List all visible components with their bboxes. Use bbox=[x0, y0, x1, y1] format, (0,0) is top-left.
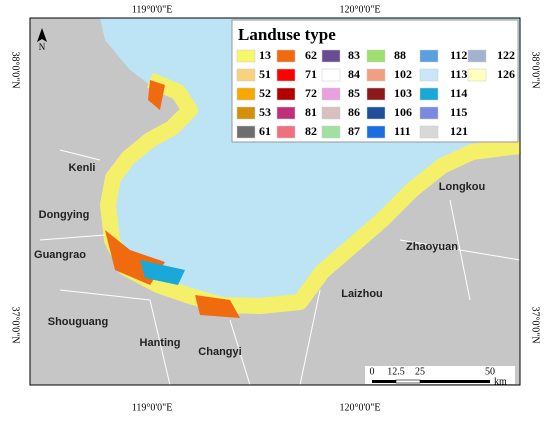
longitude-label: 119°0'0"E bbox=[132, 402, 173, 413]
place-label: Longkou bbox=[439, 181, 485, 193]
legend-label: 87 bbox=[348, 124, 360, 138]
longitude-label: 119°0'0"E bbox=[132, 4, 173, 15]
landuse-patch bbox=[140, 260, 185, 285]
legend-label: 81 bbox=[305, 105, 317, 119]
legend-label: 106 bbox=[394, 105, 412, 119]
legend-swatch bbox=[366, 87, 386, 101]
scale-label: 25 bbox=[415, 366, 425, 377]
place-label: Guangrao bbox=[34, 249, 86, 261]
legend-swatch bbox=[419, 106, 439, 120]
legend-swatch bbox=[236, 106, 256, 120]
legend-label: 126 bbox=[497, 67, 515, 81]
legend-swatch bbox=[419, 49, 439, 63]
legend-label: 103 bbox=[394, 86, 412, 100]
longitude-label: 120°0'0"E bbox=[340, 402, 381, 413]
legend-swatch bbox=[419, 87, 439, 101]
legend-label: 51 bbox=[259, 67, 271, 81]
scale-bar bbox=[420, 380, 490, 383]
scale-bar bbox=[372, 380, 396, 383]
legend-label: 83 bbox=[348, 48, 360, 62]
legend-label: 53 bbox=[259, 105, 271, 119]
legend-swatch bbox=[321, 125, 341, 139]
landuse-patch bbox=[105, 80, 240, 318]
place-label: Laizhou bbox=[341, 288, 383, 300]
legend-swatch bbox=[321, 68, 341, 82]
scale-unit: km bbox=[494, 376, 507, 387]
scale-bar bbox=[395, 379, 421, 384]
legend-swatch bbox=[366, 49, 386, 63]
legend-swatch bbox=[236, 49, 256, 63]
north-label: N bbox=[39, 42, 46, 52]
legend-swatch bbox=[419, 125, 439, 139]
legend-title: Landuse type bbox=[238, 25, 336, 44]
coastal-strip bbox=[100, 72, 521, 314]
scale-label: 12.5 bbox=[387, 366, 405, 377]
place-label: Zhaoyuan bbox=[406, 241, 458, 253]
frame bbox=[29, 17, 521, 386]
legend-swatch bbox=[276, 125, 296, 139]
legend-swatch bbox=[467, 49, 487, 63]
legend-label: 82 bbox=[305, 124, 317, 138]
north-arrow bbox=[37, 28, 47, 42]
legend-swatch bbox=[276, 106, 296, 120]
latitude-label: 38°0'0"N bbox=[10, 51, 21, 88]
latitude-label: 38°0'0"N bbox=[530, 51, 541, 88]
legend-label: 111 bbox=[394, 124, 411, 138]
legend-label: 52 bbox=[259, 86, 271, 100]
longitude-label: 120°0'0"E bbox=[340, 4, 381, 15]
legend-label: 112 bbox=[450, 48, 467, 62]
legend-label: 121 bbox=[450, 124, 468, 138]
legend-swatch bbox=[321, 106, 341, 120]
legend-swatch bbox=[236, 68, 256, 82]
legend-items: 13 51 52 53 61 62 71 72 81 82 83 84 85 86 87 88 102 103 10… bbox=[236, 48, 515, 139]
legend-swatch bbox=[236, 87, 256, 101]
legend-label: 85 bbox=[348, 86, 360, 100]
scale-label: 50 bbox=[485, 366, 495, 377]
place-label: Kenli bbox=[69, 162, 96, 174]
legend-swatch bbox=[321, 87, 341, 101]
place-label: Hanting bbox=[140, 337, 181, 349]
legend-swatch bbox=[467, 68, 487, 82]
legend-swatch bbox=[366, 125, 386, 139]
legend-swatch bbox=[276, 49, 296, 63]
legend-swatch bbox=[366, 68, 386, 82]
legend-label: 88 bbox=[394, 48, 406, 62]
legend-swatch bbox=[276, 87, 296, 101]
legend-swatch bbox=[366, 106, 386, 120]
legend-label: 113 bbox=[450, 67, 467, 81]
legend-label: 61 bbox=[259, 124, 271, 138]
legend-label: 115 bbox=[450, 105, 467, 119]
place-label: Shouguang bbox=[48, 316, 109, 328]
legend-label: 86 bbox=[348, 105, 360, 119]
boundary bbox=[39, 149, 521, 386]
scale-box bbox=[365, 366, 515, 384]
legend-label: 102 bbox=[394, 67, 412, 81]
latitude-label: 37°0'0"N bbox=[530, 306, 541, 343]
legend-label: 122 bbox=[497, 48, 515, 62]
legend-label: 72 bbox=[305, 86, 317, 100]
place-labels: Kenli Dongying Guangrao Shouguang Hantin… bbox=[34, 162, 485, 358]
legend-label: 13 bbox=[259, 48, 271, 62]
place-label: Dongying bbox=[39, 209, 90, 221]
legend-label: 114 bbox=[450, 86, 467, 100]
place-label: Changyi bbox=[198, 346, 241, 358]
legend-label: 62 bbox=[305, 48, 317, 62]
legend-swatch bbox=[236, 125, 256, 139]
legend-swatch bbox=[321, 49, 341, 63]
legend-label: 84 bbox=[348, 67, 360, 81]
legend-swatch bbox=[419, 68, 439, 82]
latitude-label: 37°0'0"N bbox=[10, 306, 21, 343]
legend-label: 71 bbox=[305, 67, 317, 81]
legend-swatch bbox=[276, 68, 296, 82]
scale-label: 0 bbox=[370, 366, 375, 377]
